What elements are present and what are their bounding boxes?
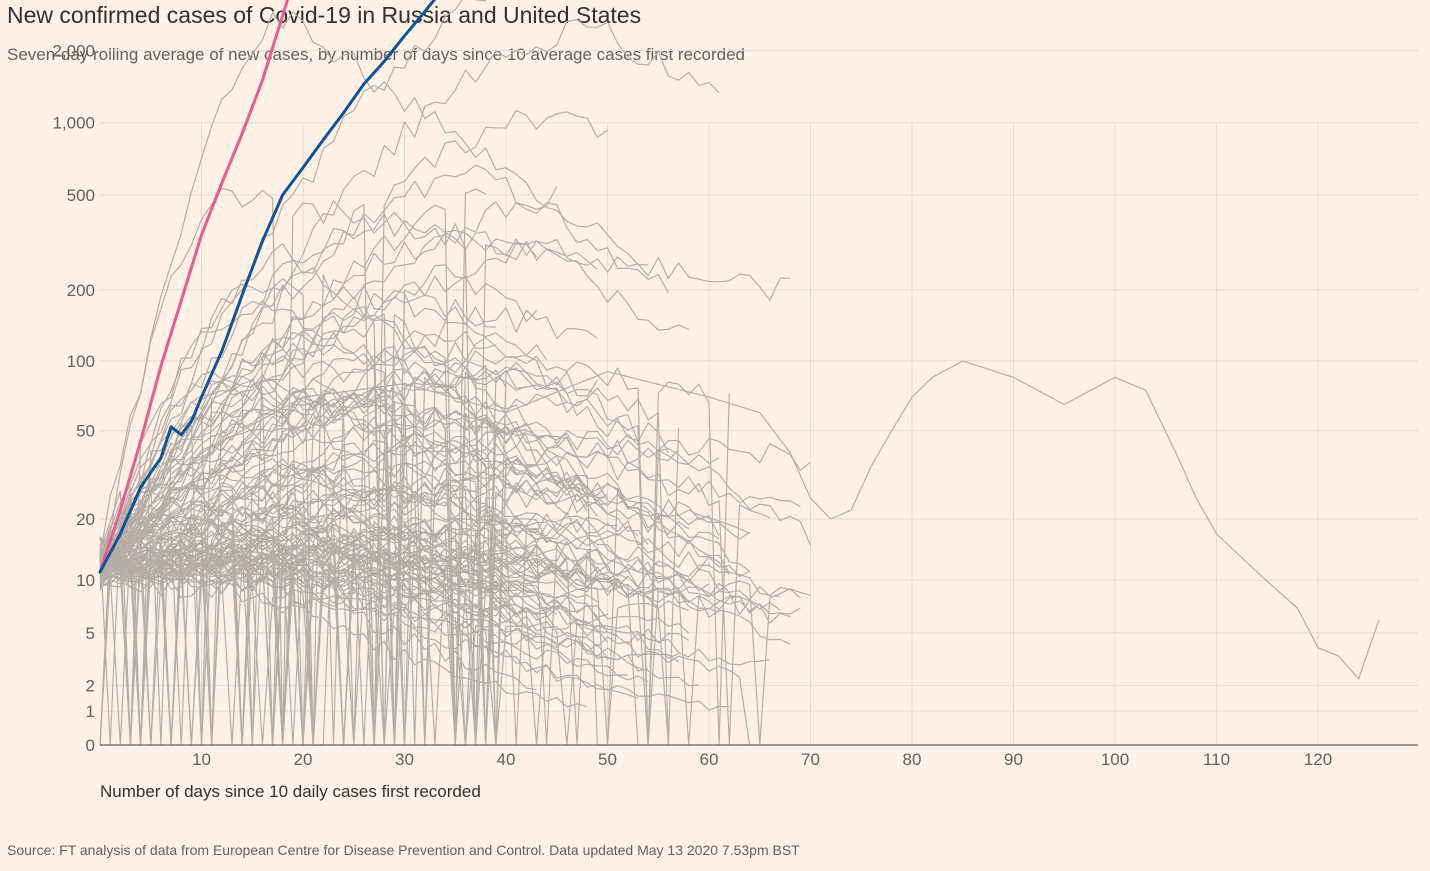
- y-tick-label: 2: [86, 676, 95, 695]
- background-country-line: [99, 551, 639, 746]
- x-tick-label: 60: [700, 750, 719, 769]
- y-tick-label: 5: [86, 624, 95, 643]
- y-tick-label: 200: [67, 281, 95, 300]
- background-country-line: [99, 213, 598, 563]
- background-country-line: [99, 321, 812, 746]
- background-country-line: [99, 434, 608, 746]
- background-country-line: [99, 370, 598, 573]
- background-country-line: [99, 431, 608, 558]
- background-country-line: [99, 489, 558, 579]
- background-country-line: [99, 544, 801, 746]
- background-country-line: [99, 562, 537, 746]
- background-country-line: [99, 19, 720, 586]
- x-axis-title: Number of days since 10 daily cases firs…: [100, 782, 481, 801]
- background-country-line: [99, 530, 690, 746]
- background-country-line: [99, 550, 608, 746]
- background-country-line: [99, 290, 598, 555]
- x-tick-label: 50: [598, 750, 617, 769]
- background-country-line: [99, 337, 730, 746]
- background-country-line: [99, 378, 801, 579]
- x-tick-label: 90: [1004, 750, 1023, 769]
- background-country-lines: [99, 0, 1380, 746]
- grid-lines: [100, 49, 1418, 745]
- background-country-line: [99, 526, 690, 746]
- background-country-line: [99, 109, 608, 746]
- x-tick-label: 20: [294, 750, 313, 769]
- background-country-line: [99, 300, 497, 559]
- background-country-line: [99, 572, 537, 746]
- x-tick-label: 70: [801, 750, 820, 769]
- background-country-line: [99, 368, 690, 746]
- background-country-line: [99, 188, 486, 746]
- x-tick-label: 80: [903, 750, 922, 769]
- series-line-1: [98, 0, 436, 574]
- y-tick-label: 20: [76, 510, 95, 529]
- background-country-line: [99, 474, 608, 618]
- background-country-line: [99, 552, 629, 584]
- x-tick-label: 100: [1101, 750, 1129, 769]
- background-country-line: [99, 457, 548, 746]
- highlighted-series: United StatesRussia: [98, 0, 436, 574]
- axes: 01251020501002005001,0002,0005,00010,000…: [52, 41, 1418, 769]
- x-tick-label: 40: [497, 750, 516, 769]
- background-country-line: [99, 548, 619, 746]
- y-tick-label: 1,000: [52, 114, 95, 133]
- background-country-line: [99, 331, 598, 746]
- background-country-line: [99, 186, 558, 588]
- background-country-line: [99, 0, 487, 562]
- background-country-line: [99, 550, 629, 746]
- background-country-line: [99, 408, 761, 612]
- series-line-0: [98, 0, 290, 574]
- background-country-line: [99, 366, 507, 569]
- background-country-line: [99, 443, 720, 746]
- source-note: Source: FT analysis of data from Europea…: [7, 842, 800, 858]
- background-country-line: [99, 243, 527, 746]
- y-tick-label: 500: [67, 186, 95, 205]
- background-country-line: [99, 530, 801, 746]
- y-tick-label: 100: [67, 352, 95, 371]
- y-tick-label: 50: [76, 422, 95, 441]
- x-tick-label: 120: [1304, 750, 1332, 769]
- background-country-line: [99, 512, 750, 746]
- x-tick-label: 30: [395, 750, 414, 769]
- background-country-line: [99, 541, 649, 672]
- x-tick-label: 110: [1203, 750, 1230, 769]
- y-tick-label: 10: [76, 571, 95, 590]
- background-country-line: [99, 464, 537, 566]
- y-tick-label: 2,000: [52, 41, 95, 60]
- background-country-line: [99, 360, 1380, 680]
- chart-subtitle: Seven-day rolling average of new cases, …: [7, 45, 746, 64]
- background-country-line: [99, 512, 618, 746]
- background-country-line: [99, 564, 628, 746]
- background-country-line: [99, 11, 649, 573]
- y-tick-label: 0: [86, 736, 95, 755]
- chart-title: New confirmed cases of Covid-19 in Russi…: [7, 2, 642, 28]
- background-country-line: [99, 460, 517, 746]
- background-country-line: [99, 379, 527, 578]
- y-tick-label: 1: [86, 702, 95, 721]
- x-tick-label: 10: [192, 750, 211, 769]
- background-country-line: [99, 548, 517, 617]
- background-country-line: [99, 355, 568, 746]
- background-country-line: [99, 164, 669, 746]
